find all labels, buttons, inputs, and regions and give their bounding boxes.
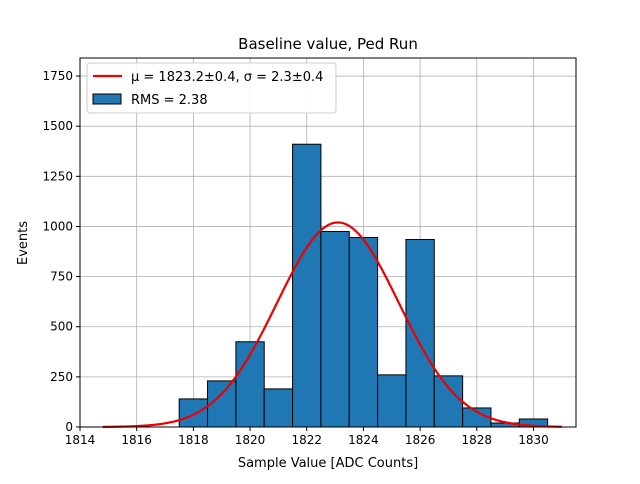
legend-fit-label: μ = 1823.2±0.4, σ = 2.3±0.4	[131, 70, 323, 85]
y-tick-label: 1000	[42, 219, 73, 233]
x-tick-label: 1830	[518, 433, 549, 447]
y-tick-label: 500	[50, 320, 73, 334]
legend-fit-mu: μ = 1823.2±0.4,	[131, 70, 244, 85]
y-tick-label: 0	[65, 420, 73, 434]
y-tick-label: 250	[50, 370, 73, 384]
histogram-bar	[377, 374, 407, 428]
x-tick-label: 1816	[121, 433, 152, 447]
x-axis-ticks: 1814 1816 1818 1820 1822 1824 1826 1828 1830	[65, 427, 549, 447]
chart-title: Baseline value, Ped Run	[238, 35, 418, 53]
legend-fit-sigma: σ = 2.3±0.4	[244, 70, 324, 85]
histogram-bars	[178, 143, 549, 428]
histogram-bar	[433, 375, 464, 428]
x-tick-label: 1826	[405, 433, 436, 447]
y-tick-label: 750	[50, 270, 73, 284]
x-tick-label: 1828	[462, 433, 493, 447]
y-axis-ticks: 0 250 500 750 1000 1250 1500 1750	[42, 69, 80, 434]
legend-histogram-label: RMS = 2.38	[131, 93, 208, 108]
y-tick-label: 1250	[42, 169, 73, 183]
histogram-bar	[263, 388, 294, 428]
histogram-bar	[292, 143, 322, 428]
x-tick-label: 1814	[65, 433, 96, 447]
legend-box	[86, 62, 337, 114]
x-axis-label: Sample Value [ADC Counts]	[238, 456, 418, 471]
y-axis-label: Events	[16, 221, 31, 265]
gaussian-fit-curve	[102, 221, 562, 428]
plot-frame	[79, 57, 577, 428]
histogram-bar	[348, 236, 379, 428]
x-tick-label: 1822	[291, 433, 322, 447]
y-tick-label: 1750	[42, 69, 73, 83]
histogram-bar	[320, 230, 350, 428]
x-tick-label: 1818	[178, 433, 209, 447]
x-tick-label: 1820	[235, 433, 266, 447]
legend-histogram-swatch	[92, 93, 122, 105]
legend: μ = 1823.2±0.4, σ = 2.3±0.4 RMS = 2.38	[86, 62, 337, 114]
histogram-bar	[405, 238, 435, 428]
x-tick-label: 1824	[348, 433, 379, 447]
histogram-bar	[178, 398, 209, 428]
y-tick-label: 1500	[42, 119, 73, 133]
